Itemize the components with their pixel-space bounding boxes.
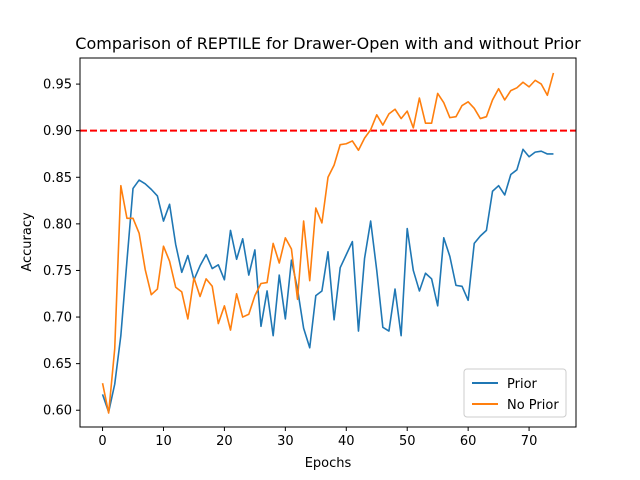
x-axis-title: Epochs: [305, 456, 352, 471]
legend-label-prior: Prior: [507, 377, 538, 392]
chart-title: Comparison of REPTILE for Drawer-Open wi…: [75, 34, 581, 53]
series-line-no-prior: [101, 72, 555, 414]
x-tick-label: 20: [216, 434, 233, 449]
y-tick-label: 0.95: [43, 78, 72, 93]
y-axis-title: Accuracy: [20, 212, 35, 272]
y-tick-label: 0.75: [43, 264, 72, 279]
y-tick-label: 0.80: [43, 217, 72, 232]
y-tick-label: 0.65: [43, 357, 72, 372]
axes: 0 10 20 30 40 50 60 70 0.60 0.65 0.70 0.75 0.80 0.85 0…: [43, 57, 577, 449]
legend: Prior No Prior: [463, 368, 567, 418]
x-tick-label: 0: [98, 434, 106, 449]
y-tick-label: 0.70: [43, 311, 72, 326]
x-tick-label: 70: [521, 434, 538, 449]
plot-area: [80, 72, 576, 414]
x-tick-label: 10: [155, 434, 172, 449]
axes-frame: [79, 57, 577, 428]
x-tick-label: 50: [399, 434, 416, 449]
legend-label-no-prior: No Prior: [507, 398, 559, 413]
x-tick-label: 60: [460, 434, 477, 449]
series-line-prior: [101, 148, 554, 413]
y-tick-label: 0.60: [43, 404, 72, 419]
x-tick-label: 40: [338, 434, 355, 449]
y-tick-label: 0.85: [43, 171, 72, 186]
y-tick-label: 0.90: [43, 124, 72, 139]
x-tick-label: 30: [277, 434, 294, 449]
